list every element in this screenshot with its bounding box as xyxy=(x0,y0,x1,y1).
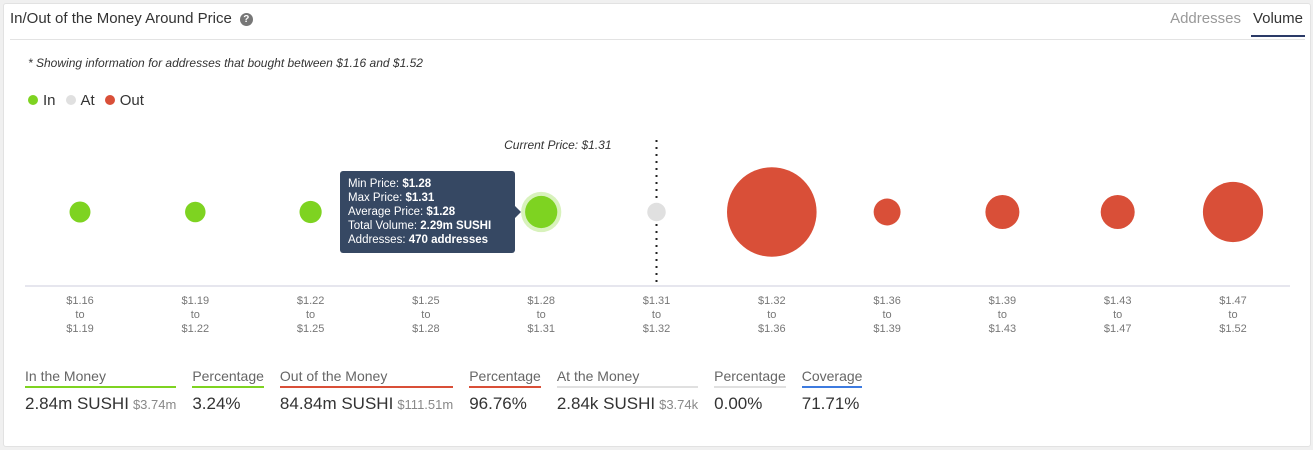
card-title: In/Out of the Money Around Price? xyxy=(10,10,253,27)
stat-at-the-money: At the Money 2.84k SUSHI $3.74k xyxy=(556,368,699,413)
tooltip-row: Addresses: 470 addresses xyxy=(348,234,489,246)
stat-percentage: Percentage 96.76% xyxy=(469,368,541,413)
x-tick-label: $1.22 xyxy=(182,323,210,335)
x-tick-label: $1.43 xyxy=(1104,295,1132,307)
bubble-in[interactable] xyxy=(525,195,558,229)
x-tick-label: $1.25 xyxy=(297,323,325,335)
x-tick-label: $1.28 xyxy=(412,323,440,335)
x-tick-label: $1.19 xyxy=(66,323,94,335)
bubble-in[interactable] xyxy=(185,201,206,223)
summary-stats: In the Money 2.84m SUSHI $3.74m Percentage 3… xyxy=(25,368,863,414)
x-tick-label: to xyxy=(883,309,892,321)
x-tick-label: $1.32 xyxy=(643,323,671,335)
x-tick-label: $1.31 xyxy=(527,323,555,335)
x-tick-label: $1.19 xyxy=(182,295,210,307)
tooltip: Min Price: $1.28 Max Price: $1.31 Average … xyxy=(340,171,521,253)
bubble-out[interactable] xyxy=(1100,194,1135,230)
bubble-out[interactable] xyxy=(873,198,901,226)
bubble-in[interactable] xyxy=(299,200,322,224)
x-tick-label: to xyxy=(767,309,776,321)
stat-out-of-the-money: Out of the Money 84.84m SUSHI $111.51m xyxy=(279,368,454,413)
x-tick-label: to xyxy=(421,309,430,321)
info-note: * Showing information for addresses that… xyxy=(28,56,423,70)
tooltip-row: Max Price: $1.31 xyxy=(348,192,435,204)
tooltip-row: Total Volume: 2.29m SUSHI xyxy=(348,220,492,232)
tab-volume[interactable]: Volume xyxy=(1250,10,1305,37)
x-tick-label: to xyxy=(537,309,546,321)
x-tick-label: $1.31 xyxy=(643,295,671,307)
x-tick-label: $1.16 xyxy=(66,295,94,307)
x-tick-label: $1.22 xyxy=(297,295,325,307)
x-tick-label: to xyxy=(1228,309,1237,321)
legend: In At Out xyxy=(28,92,144,109)
x-tick-label: to xyxy=(191,309,200,321)
legend-out[interactable]: Out xyxy=(104,92,144,109)
stat-percentage: Percentage 0.00% xyxy=(714,368,786,413)
x-tick-label: $1.47 xyxy=(1219,295,1247,307)
legend-in[interactable]: In xyxy=(28,92,56,109)
x-tick-label: $1.39 xyxy=(873,323,901,335)
tooltip-row: Average Price: $1.28 xyxy=(348,206,456,218)
tooltip-row: Min Price: $1.28 xyxy=(348,178,432,190)
stat-in-the-money: In the Money 2.84m SUSHI $3.74m xyxy=(25,368,177,413)
question-circle-icon[interactable]: ? xyxy=(239,13,253,26)
bubble-at[interactable] xyxy=(647,202,666,222)
divider xyxy=(10,39,1305,40)
legend-at[interactable]: At xyxy=(65,92,95,109)
x-tick-label: $1.47 xyxy=(1104,323,1132,335)
bubble-in[interactable] xyxy=(69,201,91,223)
bubble-out[interactable] xyxy=(727,167,817,257)
x-tick-label: $1.43 xyxy=(989,323,1017,335)
x-tick-label: $1.36 xyxy=(758,323,786,335)
stat-coverage: Coverage 71.71% xyxy=(801,368,863,413)
x-tick-label: $1.36 xyxy=(873,295,901,307)
bubble-chart: Current Price: $1.31 $1.16 to $1.19 $1.19 to $… xyxy=(25,138,1290,335)
x-tick-label: to xyxy=(1113,309,1122,321)
bubble-out[interactable] xyxy=(1202,181,1264,243)
tab-addresses[interactable]: Addresses xyxy=(1170,10,1241,27)
x-tick-label: $1.25 xyxy=(412,295,440,307)
x-tick-label: to xyxy=(75,309,84,321)
x-tick-label: to xyxy=(652,309,661,321)
x-tick-label: to xyxy=(998,309,1007,321)
x-tick-label: $1.28 xyxy=(527,295,555,307)
current-price-label: Current Price: $1.31 xyxy=(504,138,611,152)
x-tick-label: $1.39 xyxy=(989,295,1017,307)
x-tick-label: to xyxy=(306,309,315,321)
bubble-out[interactable] xyxy=(985,194,1020,230)
x-tick-label: $1.52 xyxy=(1219,323,1247,335)
view-tabs: Addresses Volume xyxy=(1168,10,1305,37)
x-tick-label: $1.32 xyxy=(758,295,786,307)
stat-percentage: Percentage 3.24% xyxy=(192,368,264,413)
